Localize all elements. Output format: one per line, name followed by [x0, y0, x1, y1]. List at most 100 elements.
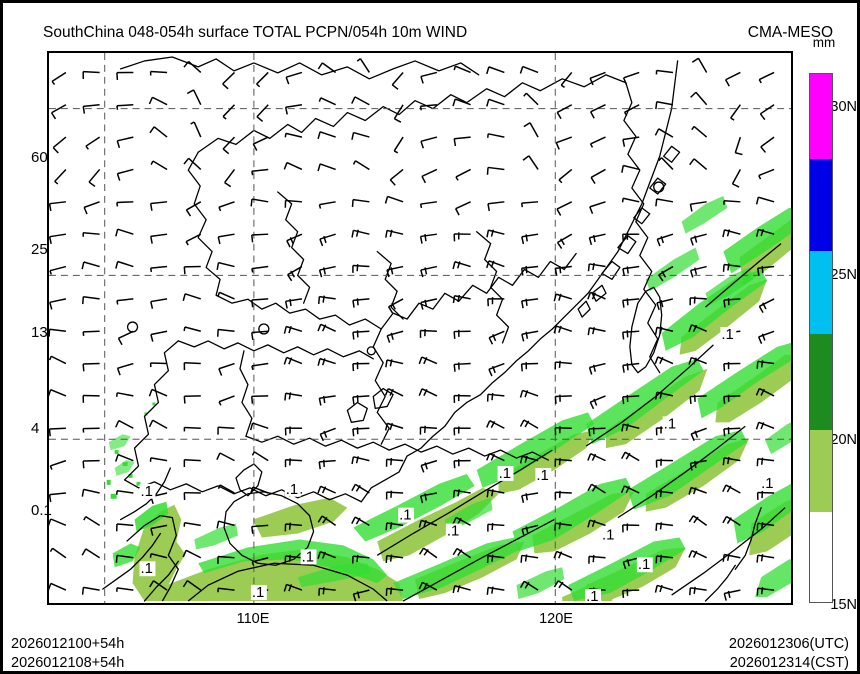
wind-barb	[416, 323, 438, 344]
wind-barb	[454, 200, 472, 216]
wind-barb	[49, 229, 67, 248]
wind-barb	[556, 168, 576, 184]
ytick-label-15n: 15N	[830, 597, 857, 613]
wind-barb	[483, 160, 506, 182]
contour-label: .1	[141, 484, 153, 500]
wind-barb	[385, 328, 404, 346]
wind-barb	[556, 103, 574, 120]
wind-barb	[519, 326, 539, 345]
wind-barb	[250, 358, 269, 375]
wind-barb	[450, 324, 472, 345]
contour-label: .1	[302, 549, 314, 565]
wind-barb	[78, 483, 101, 505]
precip-contours	[126, 243, 786, 602]
contour-label-halo	[662, 416, 679, 432]
wind-barb	[584, 321, 607, 343]
contour-label: .1	[447, 524, 459, 540]
wind-barb	[519, 488, 539, 507]
wind-barb	[114, 98, 135, 116]
wind-barb	[483, 415, 506, 438]
wind-barb	[281, 320, 303, 342]
wind-barb	[622, 70, 640, 87]
wind-barb	[180, 452, 202, 474]
contour-label-halo	[535, 467, 552, 483]
wind-barb	[654, 63, 674, 83]
contour-label-halo	[497, 465, 514, 481]
wind-barb	[114, 581, 135, 600]
contour-label: .1	[721, 327, 733, 343]
wind-barb	[483, 581, 506, 602]
colorbar-tick-label: 4	[31, 420, 40, 437]
wind-barb	[248, 389, 269, 409]
wind-barb	[727, 168, 750, 190]
wind-barb	[757, 329, 775, 346]
wind-barb	[450, 453, 472, 474]
wind-barb	[315, 290, 337, 311]
wind-barb	[521, 153, 539, 173]
wind-barb	[589, 103, 607, 119]
map-coastlines	[102, 56, 762, 602]
wind-barb	[589, 394, 607, 411]
wind-barb	[450, 421, 472, 442]
wind-barb	[49, 544, 67, 564]
wind-barb	[382, 353, 404, 375]
contour-label: .1	[761, 476, 773, 492]
wind-barb	[753, 452, 775, 473]
wind-barb	[620, 192, 640, 211]
wind-barb	[419, 133, 438, 152]
colorbar-tick-label: 60	[31, 149, 48, 166]
wind-barb	[49, 196, 67, 216]
wind-barb	[186, 89, 202, 106]
contour-label-halo	[636, 557, 653, 573]
wind-barb	[758, 136, 778, 154]
contour-label-halo	[760, 475, 777, 491]
wind-barb	[387, 168, 408, 187]
wind-barb	[518, 356, 539, 377]
colorbar-tick-label: 0.1	[31, 502, 52, 519]
wind-barb	[416, 351, 438, 374]
wind-barb	[618, 447, 640, 469]
wind-barb	[148, 327, 168, 346]
wind-barb	[85, 168, 107, 189]
contour-label: .1	[586, 589, 598, 603]
wind-barb	[349, 421, 371, 442]
wind-barb	[418, 68, 438, 87]
wind-barb	[149, 156, 168, 177]
wind-barb	[417, 229, 438, 248]
wind-barb	[519, 229, 539, 248]
wind-barb	[451, 131, 472, 151]
wind-barb	[655, 231, 674, 249]
contour-label: .1	[638, 557, 650, 573]
wind-barb	[585, 549, 607, 571]
wind-barb	[483, 387, 506, 409]
wind-barb	[49, 458, 67, 472]
wind-barb	[620, 358, 640, 377]
wind-barb	[519, 195, 539, 213]
wind-barb	[729, 136, 751, 158]
colorbar[interactable]	[809, 73, 833, 603]
wind-barb	[551, 355, 573, 376]
contour-label-halo	[720, 327, 737, 342]
wind-barb	[758, 103, 777, 121]
wind-barb	[518, 260, 539, 280]
wind-barb	[49, 384, 67, 406]
contour-value-labels: .1 .1 .1 .1 .1 .1 .1 .1 .1 .1 .1 .1 .1 .1 .1	[139, 327, 777, 603]
colorbar-segment	[810, 512, 832, 602]
wind-barb	[517, 415, 539, 437]
wind-barb	[382, 190, 404, 213]
wind-barb	[688, 262, 708, 281]
wind-barb	[652, 579, 674, 601]
footer-valid-utc: 2026012306(UTC)	[728, 636, 849, 652]
wind-barb	[281, 351, 303, 374]
wind-barb	[49, 351, 67, 371]
wind-barb	[317, 262, 337, 281]
contour-label-halo	[445, 523, 462, 539]
wind-barb	[314, 126, 337, 148]
map-plot-area[interactable]: .1 .1 .1 .1 .1 .1 .1 .1 .1 .1 .1 .1 .1 .1 .1	[47, 51, 793, 605]
wind-barb	[687, 155, 708, 176]
wind-barb	[753, 191, 775, 213]
wind-barb	[382, 224, 404, 246]
contour-label: .1	[286, 482, 298, 498]
wind-barb	[115, 166, 135, 184]
